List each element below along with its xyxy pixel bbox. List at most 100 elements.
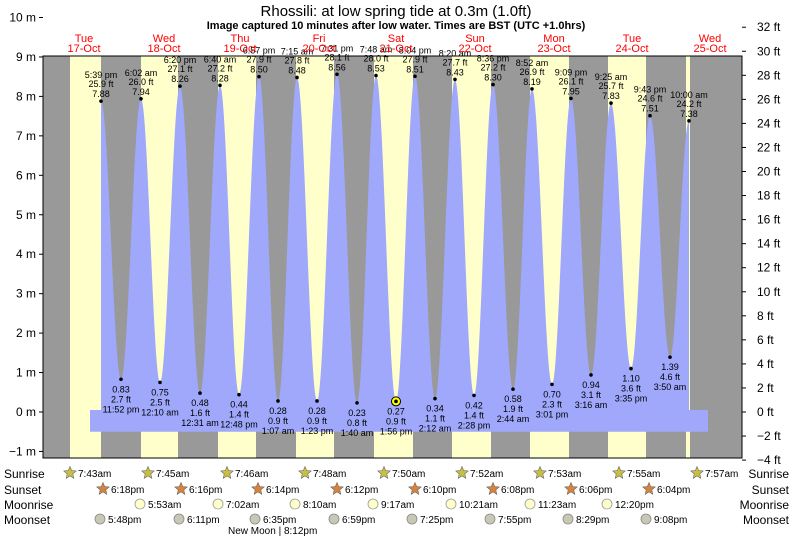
sunrise-icon [533, 465, 547, 479]
low-tide-point [276, 399, 280, 403]
sunrise-time: 7:45am [156, 469, 189, 480]
day-date: 22-Oct [458, 43, 491, 55]
sunrise-icon [612, 465, 626, 479]
right-axis-label: 10 ft [757, 285, 781, 299]
low-tide-time: 3:16 am [575, 400, 608, 410]
left-axis-label: 2 m [16, 326, 36, 340]
low-tide-metres: 0.94 [582, 380, 600, 390]
moonset-icon [94, 513, 106, 525]
right-axis-label: 30 ft [757, 44, 781, 58]
sunset-row-label-right: Sunset [752, 483, 790, 497]
low-tide-point [315, 399, 319, 403]
tide-start-fill [90, 410, 102, 432]
left-axis-label: 1 m [16, 366, 36, 380]
moonrise-icon [289, 498, 301, 510]
left-axis-label: 8 m [16, 89, 36, 103]
left-axis-label: 3 m [16, 287, 36, 301]
right-axis-label: −4 ft [757, 453, 781, 467]
right-axis-label: 18 ft [757, 189, 781, 203]
high-tide-metres: 7.83 [602, 91, 620, 101]
high-tide-feet: 27.7 ft [442, 57, 468, 67]
moonset-icon [484, 513, 496, 525]
high-tide-point [335, 72, 339, 77]
moonset-icon [249, 513, 261, 525]
high-tide-metres: 8.43 [446, 67, 464, 77]
low-tide-point [158, 380, 162, 385]
moonset-icon [328, 513, 340, 525]
day-name: Fri [313, 33, 326, 45]
low-tide-time: 3:01 pm [536, 409, 569, 419]
high-tide-time: 7:48 am [360, 44, 393, 54]
moonrise-row-label-left: Moonrise [4, 498, 54, 512]
sunset-time: 6:10pm [423, 485, 456, 496]
high-tide-time: 8:36 pm [477, 54, 510, 64]
moonrise-time: 10:21am [459, 500, 498, 511]
sunrise-time: 7:50am [392, 469, 425, 480]
low-tide-point [668, 355, 672, 359]
low-tide-time: 2:44 am [497, 414, 530, 424]
sunrise-time: 7:46am [235, 469, 268, 480]
high-tide-point [491, 82, 495, 87]
day-date: 24-Oct [615, 43, 648, 55]
sunrise-row-label-right: Sunrise [748, 467, 789, 481]
sunrise-time: 7:57am [705, 469, 738, 480]
high-tide-metres: 7.38 [680, 109, 698, 119]
low-tide-point [629, 366, 633, 371]
high-tide-feet: 27.8 ft [284, 55, 310, 65]
high-tide-feet: 24.2 ft [676, 99, 702, 109]
right-axis-label: −2 ft [757, 429, 781, 443]
day-name: Wed [153, 33, 175, 45]
sunset-time: 6:16pm [189, 485, 222, 496]
left-axis-label: 7 m [16, 129, 36, 143]
low-tide-time: 1:40 am [341, 428, 374, 438]
low-tide-metres: 0.75 [151, 387, 169, 397]
day-date: 19-Oct [223, 43, 256, 55]
low-tide-point [589, 373, 593, 377]
sunset-icon [642, 481, 656, 495]
right-axis-label: 0 ft [757, 405, 774, 419]
tide-end-fill [688, 410, 708, 432]
high-tide-feet: 27.2 ft [207, 63, 233, 73]
low-tide-feet: 0.9 ft [307, 416, 328, 426]
low-tide-time: 1:23 pm [301, 426, 334, 436]
high-tide-feet: 25.7 ft [598, 81, 624, 91]
right-axis-label: 32 ft [757, 20, 781, 34]
plot-frame [42, 55, 743, 459]
high-tide-point [257, 74, 261, 79]
high-tide-feet: 28.0 ft [363, 53, 389, 63]
tide-area [101, 74, 689, 432]
high-tide-feet: 27.1 ft [167, 64, 193, 74]
right-axis-label: 24 ft [757, 116, 781, 130]
day-name: Thu [231, 33, 250, 45]
sunset-icon [330, 481, 344, 495]
sunrise-icon [377, 465, 391, 479]
right-axis-label: 14 ft [757, 237, 781, 251]
moonset-row-label-left: Moonset [4, 513, 51, 527]
day-name: Tue [623, 33, 642, 45]
high-tide-point [374, 73, 378, 78]
day-date: 17-Oct [67, 43, 100, 55]
right-axis-label: 4 ft [757, 357, 774, 371]
high-tide-time: 7:15 am [281, 46, 314, 56]
moonset-time: 5:48pm [108, 515, 141, 526]
moonrise-icon [524, 498, 536, 510]
right-axis-label: 28 ft [757, 68, 781, 82]
daylight-band-0 [70, 56, 101, 458]
low-tide-metres: 1.10 [622, 374, 640, 384]
low-tide-time: 12:10 am [141, 407, 179, 417]
sunset-icon [96, 481, 110, 495]
left-axis-label: 4 m [16, 247, 36, 261]
high-tide-feet: 25.9 ft [88, 79, 114, 89]
high-tide-metres: 7.88 [92, 89, 110, 99]
low-tide-feet: 0.9 ft [268, 416, 289, 426]
sunset-time: 6:06pm [579, 485, 612, 496]
right-axis-label: 26 ft [757, 92, 781, 106]
moonset-icon [562, 513, 574, 525]
low-tide-feet: 4.6 ft [660, 372, 681, 382]
sunset-time: 6:08pm [501, 485, 534, 496]
sunset-time: 6:18pm [111, 485, 144, 496]
low-tide-metres: 1.39 [661, 362, 679, 372]
left-axis-label: 6 m [16, 168, 36, 182]
